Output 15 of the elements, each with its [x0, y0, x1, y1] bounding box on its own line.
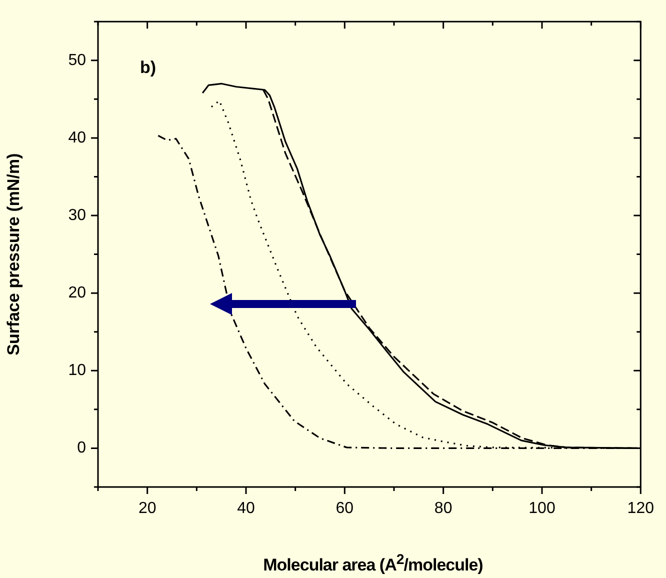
y-tick-label: 30 — [68, 206, 86, 224]
x-tick-label: 80 — [434, 500, 452, 518]
x-tick-label: 120 — [627, 500, 654, 518]
annotation: b) — [140, 58, 156, 77]
y-tick-label: 0 — [77, 440, 86, 457]
x-tick-label: 40 — [237, 500, 255, 518]
x-axis-title: Molecular area (A$^{2}$/molecule) — [262, 552, 484, 576]
y-axis-title: Surface pressure (mN/m) — [4, 153, 23, 356]
x-tick-label: 60 — [336, 500, 354, 518]
y-tick-label: 50 — [68, 52, 86, 69]
y-tick-label: 40 — [68, 129, 86, 146]
y-tick-label: 10 — [68, 362, 86, 380]
x-tick-label: 100 — [528, 500, 556, 518]
y-tick-label: 20 — [68, 284, 86, 302]
x-tick-label: 20 — [138, 500, 156, 518]
